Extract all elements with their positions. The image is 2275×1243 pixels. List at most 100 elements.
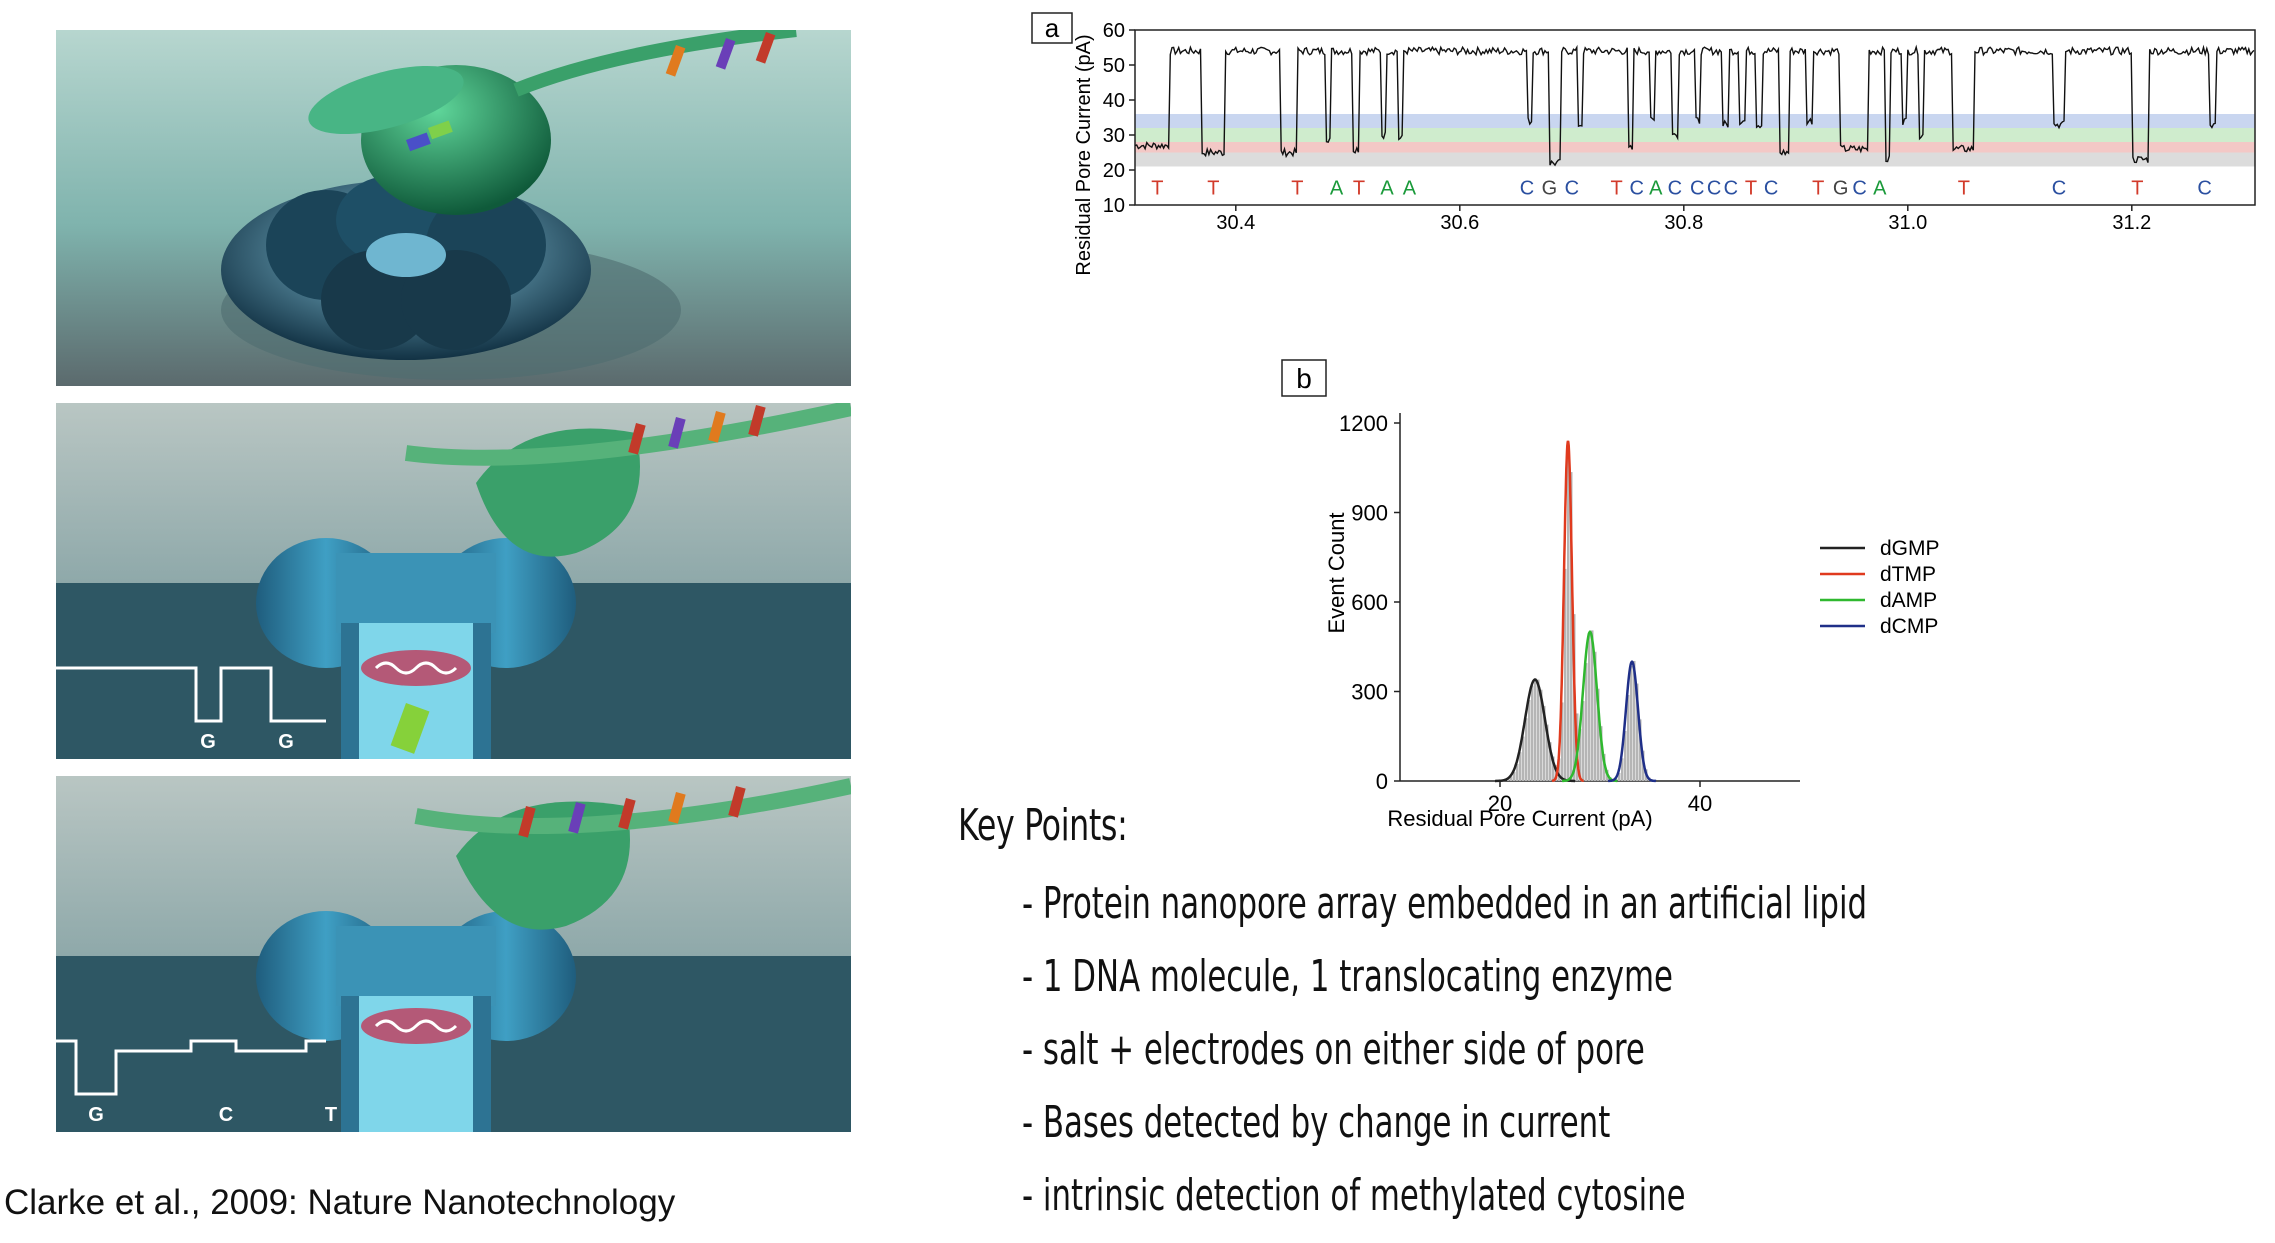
bullet-dash: - [1022, 1097, 1034, 1148]
pore-protein-icon [256, 911, 576, 1132]
y-tick-label: 50 [1103, 55, 1125, 77]
base-call-label: G [1542, 178, 1558, 200]
histogram-bar [1525, 718, 1528, 781]
x-axis-label: Residual Pore Current (pA) [1387, 806, 1652, 831]
key-point-text: salt + electrodes on either side of pore [1042, 1024, 1645, 1075]
x-tick-label: 30.6 [1440, 212, 1479, 234]
base-call-label: T [1812, 178, 1824, 200]
base-call-label: C [2197, 178, 2211, 200]
base-call-label: C [2052, 178, 2066, 200]
histogram-bar [1558, 758, 1561, 781]
series-curve-dTMP [1551, 440, 1584, 783]
base-label: G [88, 1104, 104, 1126]
histogram-bar [1543, 705, 1546, 781]
histogram-bar [1546, 724, 1549, 781]
citation: Clarke et al., 2009: Nature Nanotechnolo… [4, 1183, 676, 1222]
series-curve-dAMP [1562, 630, 1618, 783]
base-call-label: T [1745, 178, 1757, 200]
current-trace-line [1134, 44, 2255, 167]
base-label: T [325, 1104, 337, 1126]
base-call-label: A [1649, 178, 1663, 200]
base-call-label: C [1707, 178, 1721, 200]
legend-label: dTMP [1880, 563, 1936, 586]
key-points-title: Key Points: [958, 800, 1128, 851]
bullet-dash: - [1022, 878, 1034, 929]
base-call-label: T [1151, 178, 1163, 200]
histogram-bar [1561, 702, 1564, 781]
histogram-bar [1567, 443, 1570, 781]
base-call-label: C [1630, 178, 1644, 200]
histogram-bar [1519, 752, 1522, 781]
y-tick-label: 20 [1103, 160, 1125, 182]
histogram-bar [1507, 778, 1510, 781]
histogram-bar [1531, 685, 1534, 781]
base-call-label: A [1380, 178, 1394, 200]
level-band [1135, 152, 2255, 167]
pore-protein-icon [221, 175, 591, 360]
y-tick-label: 300 [1351, 680, 1388, 705]
histogram-bar [1552, 756, 1555, 781]
key-point-text: Protein nanopore array embedded in an ar… [1042, 878, 1868, 929]
y-tick-label: 600 [1351, 590, 1388, 615]
base-call-label: T [2131, 178, 2143, 200]
y-axis-label: Event Count [1324, 512, 1349, 633]
histogram-bar [1600, 726, 1603, 781]
histogram-bar [1588, 634, 1591, 781]
enzyme-icon [308, 65, 551, 215]
histogram-bar [1636, 683, 1639, 781]
y-tick-label: 900 [1351, 501, 1388, 526]
histogram-bar [1618, 772, 1621, 781]
base-call-label: C [1565, 178, 1579, 200]
chart-b-histogram: b Event Count Residual Pore Current (pA)… [1280, 358, 2180, 843]
key-point-item: - salt + electrodes on either side of por… [1022, 1024, 1867, 1097]
y-tick-label: 0 [1376, 769, 1388, 794]
bullet-dash: - [1022, 951, 1034, 1002]
histogram-bar [1540, 689, 1543, 781]
level-band [1135, 114, 2255, 128]
dna-strand-icon [406, 30, 797, 152]
histogram-bar [1513, 771, 1516, 781]
current-trace-icon [56, 666, 326, 723]
base-label: G [200, 731, 216, 753]
base-call-label: C [1520, 178, 1534, 200]
x-tick-label: 20 [1488, 791, 1512, 816]
plot-frame [1134, 29, 2256, 206]
histogram-bar [1639, 719, 1642, 781]
legend-label: dAMP [1880, 589, 1937, 612]
histogram-bar [1597, 688, 1600, 781]
y-tick-label: 1200 [1339, 411, 1388, 436]
histogram-bar [1627, 694, 1630, 781]
base-call-label: C [1764, 178, 1778, 200]
panel-label-box [1031, 12, 1073, 44]
key-point-item: - intrinsic detection of methylated cytos… [1022, 1170, 1867, 1243]
histogram-bar [1570, 472, 1573, 781]
pore-protein-icon [256, 538, 576, 759]
y-tick-label: 10 [1103, 195, 1125, 217]
key-point-item: - Protein nanopore array embedded in an a… [1022, 878, 1867, 951]
legend-label: dGMP [1880, 537, 1940, 560]
y-tick-label: 40 [1103, 90, 1125, 112]
x-tick-label: 30.8 [1664, 212, 1703, 234]
series-curve-dGMP [1495, 678, 1575, 783]
base-call-label: A [1403, 178, 1417, 200]
y-axis-label: Residual Pore Current (pA) [1073, 34, 1095, 275]
histogram-bar [1594, 651, 1597, 781]
nanopore-illustration-middle: G G [56, 403, 851, 759]
histogram-bar [1564, 568, 1567, 781]
chart-a-current-trace: a Residual Pore Current (pA) 10 20 30 40 50 6… [1030, 5, 2275, 360]
histogram-bar [1510, 776, 1513, 781]
key-point-text: intrinsic detection of methylated cytosi… [1042, 1170, 1686, 1221]
legend-label: dCMP [1880, 615, 1938, 638]
nanopore-illustration-bottom: G C T [56, 776, 851, 1132]
histogram-bar [1537, 679, 1540, 781]
bullet-dash: - [1022, 1024, 1034, 1075]
key-point-text: 1 DNA molecule, 1 translocating enzyme [1042, 951, 1673, 1002]
bullet-dash: - [1022, 1170, 1034, 1221]
histogram-bar [1534, 678, 1537, 781]
base-call-label: T [1207, 178, 1219, 200]
y-tick-label: 30 [1103, 125, 1125, 147]
histogram-bar [1591, 630, 1594, 781]
x-tick-label: 31.2 [2112, 212, 2151, 234]
base-call-label: C [1852, 178, 1866, 200]
base-call-label: G [1833, 178, 1849, 200]
